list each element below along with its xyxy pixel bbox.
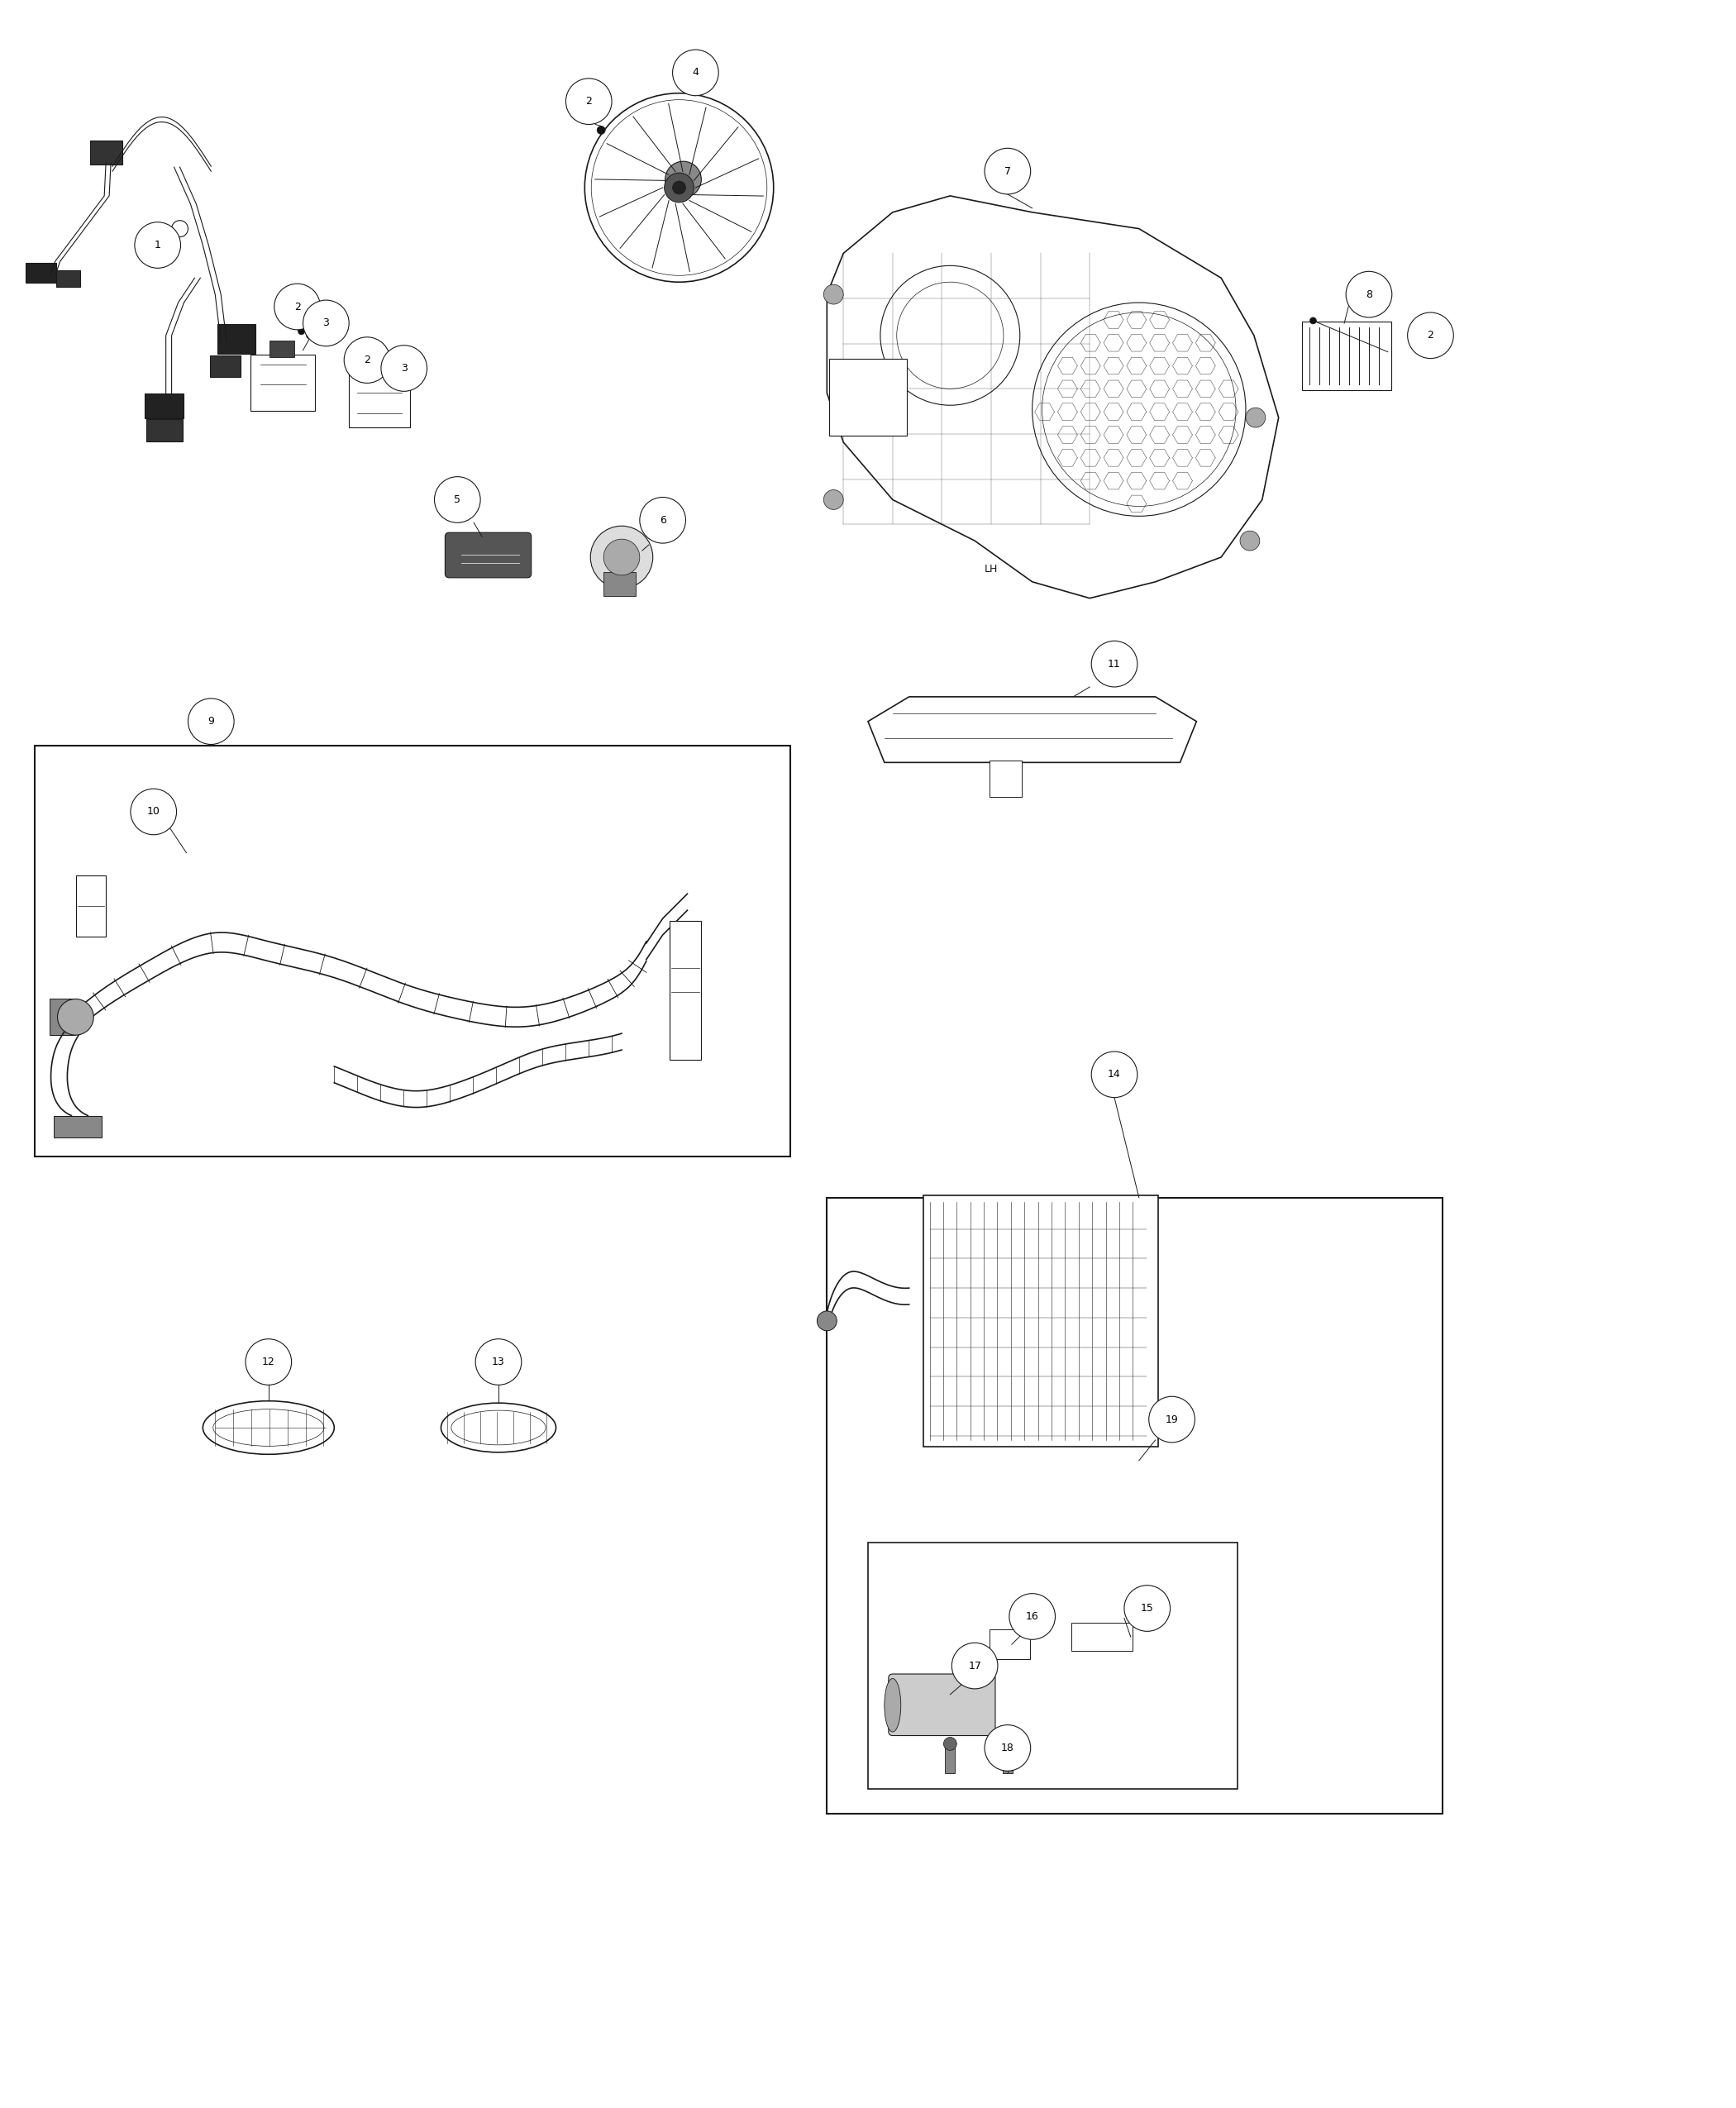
Circle shape [672, 181, 686, 194]
Text: 14: 14 [1108, 1069, 1121, 1079]
FancyBboxPatch shape [210, 354, 241, 377]
Polygon shape [826, 196, 1279, 599]
Circle shape [245, 1339, 292, 1385]
Circle shape [818, 1311, 837, 1330]
Circle shape [1240, 531, 1260, 550]
FancyBboxPatch shape [359, 356, 382, 373]
Circle shape [1246, 407, 1266, 428]
Text: 4: 4 [693, 67, 700, 78]
Text: 7: 7 [1005, 167, 1010, 177]
Text: 8: 8 [1366, 289, 1371, 299]
FancyBboxPatch shape [604, 571, 635, 597]
Text: 18: 18 [1002, 1743, 1014, 1754]
FancyBboxPatch shape [76, 875, 106, 936]
FancyBboxPatch shape [146, 419, 182, 441]
Circle shape [1002, 1737, 1014, 1750]
Circle shape [951, 1642, 998, 1689]
Circle shape [597, 126, 606, 135]
Text: LH: LH [984, 565, 998, 575]
Text: 2: 2 [1427, 331, 1434, 341]
Circle shape [1149, 1395, 1194, 1442]
Circle shape [823, 285, 844, 304]
FancyBboxPatch shape [990, 1629, 1029, 1659]
Text: 2: 2 [585, 97, 592, 108]
Text: 9: 9 [208, 717, 214, 727]
Text: 3: 3 [323, 318, 330, 329]
Circle shape [57, 999, 94, 1035]
FancyBboxPatch shape [444, 533, 531, 578]
Circle shape [187, 698, 234, 744]
Circle shape [665, 162, 701, 198]
FancyBboxPatch shape [217, 325, 255, 354]
FancyBboxPatch shape [830, 358, 906, 436]
Circle shape [1309, 318, 1316, 325]
FancyBboxPatch shape [144, 394, 182, 417]
FancyBboxPatch shape [54, 1117, 102, 1138]
Circle shape [944, 1737, 957, 1750]
Circle shape [476, 1339, 521, 1385]
Text: 1: 1 [155, 240, 161, 251]
FancyBboxPatch shape [868, 1543, 1238, 1790]
Text: 6: 6 [660, 514, 667, 525]
FancyBboxPatch shape [250, 354, 316, 411]
Circle shape [344, 337, 391, 384]
Circle shape [299, 329, 304, 335]
Circle shape [590, 527, 653, 588]
FancyBboxPatch shape [670, 921, 701, 1060]
Text: 10: 10 [148, 807, 160, 818]
Circle shape [1092, 641, 1137, 687]
FancyBboxPatch shape [889, 1674, 995, 1735]
Ellipse shape [884, 1678, 901, 1733]
FancyBboxPatch shape [1003, 1743, 1012, 1773]
Text: 15: 15 [1141, 1602, 1154, 1615]
Text: 13: 13 [491, 1358, 505, 1368]
Circle shape [380, 346, 427, 392]
Circle shape [304, 299, 349, 346]
Ellipse shape [203, 1402, 335, 1455]
FancyBboxPatch shape [35, 746, 790, 1157]
Text: 2: 2 [365, 354, 370, 365]
Polygon shape [868, 698, 1196, 763]
FancyBboxPatch shape [349, 371, 410, 428]
FancyBboxPatch shape [49, 999, 76, 1035]
FancyBboxPatch shape [26, 264, 56, 282]
Circle shape [1009, 1594, 1055, 1640]
Circle shape [1092, 1052, 1137, 1098]
FancyBboxPatch shape [944, 1743, 955, 1773]
Text: 12: 12 [262, 1358, 274, 1368]
Circle shape [672, 51, 719, 95]
Circle shape [984, 1724, 1031, 1771]
FancyBboxPatch shape [924, 1195, 1158, 1446]
Circle shape [306, 333, 312, 339]
Circle shape [434, 476, 481, 523]
Circle shape [1408, 312, 1453, 358]
Circle shape [665, 173, 694, 202]
Circle shape [604, 540, 639, 575]
Circle shape [823, 489, 844, 510]
FancyBboxPatch shape [1071, 1623, 1132, 1651]
Circle shape [984, 148, 1031, 194]
FancyBboxPatch shape [56, 270, 80, 287]
Circle shape [639, 497, 686, 544]
Circle shape [274, 285, 319, 329]
Ellipse shape [441, 1404, 556, 1452]
Circle shape [1345, 272, 1392, 318]
Circle shape [566, 78, 611, 124]
Text: 17: 17 [969, 1661, 981, 1672]
Text: 5: 5 [455, 493, 460, 506]
Circle shape [135, 221, 181, 268]
FancyBboxPatch shape [990, 761, 1021, 797]
Text: 11: 11 [1108, 658, 1121, 670]
FancyBboxPatch shape [90, 141, 122, 164]
Text: 19: 19 [1165, 1414, 1179, 1425]
Text: 2: 2 [293, 301, 300, 312]
Text: 3: 3 [401, 363, 408, 373]
Text: 16: 16 [1026, 1611, 1038, 1621]
FancyBboxPatch shape [269, 339, 293, 356]
Circle shape [1125, 1585, 1170, 1632]
Circle shape [130, 788, 177, 835]
FancyBboxPatch shape [1302, 323, 1391, 390]
FancyBboxPatch shape [826, 1197, 1443, 1813]
